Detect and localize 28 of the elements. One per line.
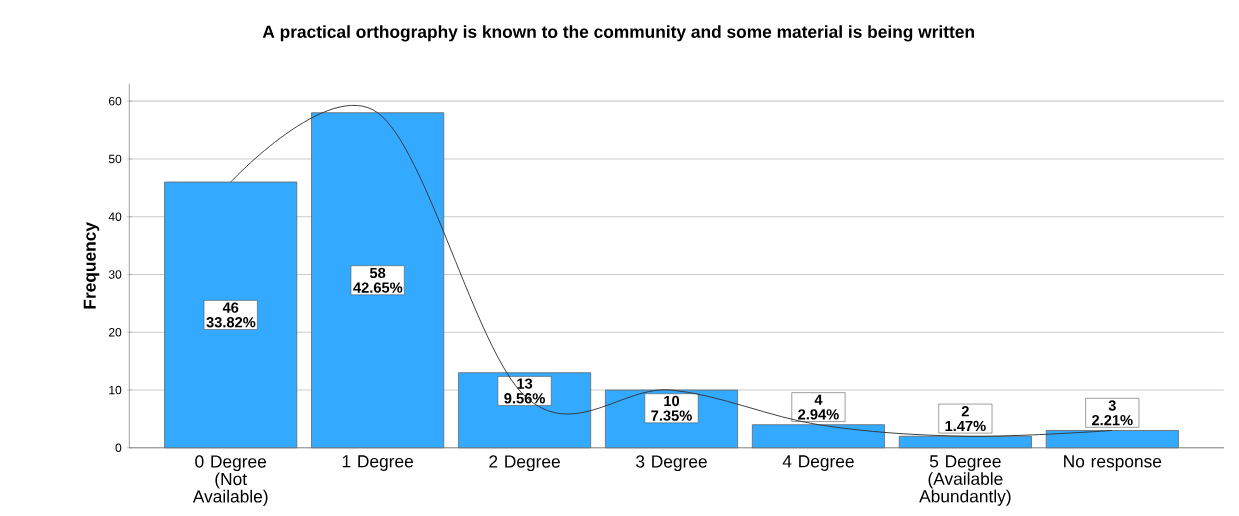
data-label: 46 33.82% <box>206 302 256 328</box>
data-label: 10 7.35% <box>651 395 692 421</box>
data-label: 2 1.47% <box>945 406 986 432</box>
chart-title: A practical orthography is known to the community and some material is being written <box>262 25 974 42</box>
y-tick-label: 60 <box>109 96 122 106</box>
y-tick-label: 40 <box>108 212 122 221</box>
y-axis-title: Frequency <box>83 222 100 309</box>
x-tick-label: 5 Degree (Available Abundantly) <box>919 455 1011 506</box>
data-label: 3 2.21% <box>1092 400 1133 426</box>
bar <box>898 435 1032 449</box>
y-tick-label: 30 <box>108 270 122 279</box>
y-tick-label: 20 <box>109 328 122 337</box>
x-tick-label: 3 Degree <box>636 455 707 472</box>
data-label: 13 9.56% <box>504 378 545 404</box>
x-tick-label: No response <box>1064 455 1162 471</box>
x-tick-label: 1 Degree <box>342 455 413 471</box>
y-tick-label: 0 <box>115 443 122 453</box>
bar <box>164 181 298 449</box>
data-label: 4 2.94% <box>798 394 839 420</box>
data-label: 58 42.65% <box>353 267 403 293</box>
y-tick-label: 10 <box>109 385 122 395</box>
bar <box>311 112 445 449</box>
x-tick-label: 4 Degree <box>782 455 854 471</box>
bar <box>751 424 885 449</box>
x-tick-label: 0 Degree (Not Available) <box>192 455 268 507</box>
y-tick-label: 50 <box>108 154 122 164</box>
x-tick-label: 2 Degree <box>489 455 560 472</box>
bar <box>1045 430 1179 449</box>
